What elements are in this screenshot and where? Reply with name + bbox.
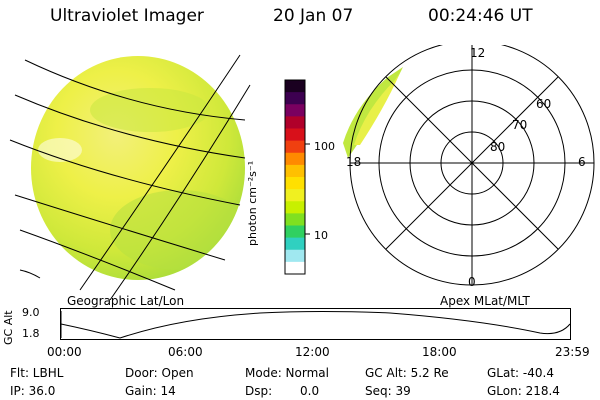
colorbar-band <box>285 177 305 190</box>
geographic-label: Geographic Lat/Lon <box>67 294 185 308</box>
status-ip: IP: 36.0 <box>10 384 56 398</box>
instrument-title: Ultraviolet Imager <box>50 6 204 26</box>
mlt-label-6: 6 <box>578 155 586 169</box>
colorbar-tick-100: 100 <box>314 140 335 153</box>
colorbar-tick-10: 10 <box>314 229 328 242</box>
status-seq: Seq: 39 <box>365 384 411 398</box>
timeline-ylabel: GC Alt <box>2 310 15 345</box>
mlat-label-80: 80 <box>490 140 506 154</box>
colorbar-band <box>285 116 305 129</box>
status-mode: Mode: Normal <box>245 366 329 380</box>
status-door: Door: Open <box>125 366 194 380</box>
mlt-label-12: 12 <box>470 46 486 60</box>
colorbar-band <box>285 249 305 263</box>
polar-plot <box>343 45 595 286</box>
timeline-xtick-2: 12:00 <box>295 345 330 359</box>
timeline-xtick-4: 23:59 <box>555 345 590 359</box>
timeline-plot <box>60 308 571 340</box>
status-glon: GLon: 218.4 <box>487 384 560 398</box>
mlt-label-0: 0 <box>468 275 476 289</box>
status-dsp-label: Dsp: <box>245 384 273 398</box>
mlat-label-60: 60 <box>536 97 552 111</box>
geographic-image <box>9 54 251 300</box>
colorbar <box>284 79 310 275</box>
colorbar-band <box>285 213 305 226</box>
colorbar-band <box>285 225 305 239</box>
status-glat: GLat: -40.4 <box>487 366 554 380</box>
timeline-ytick-low: 1.8 <box>22 327 40 340</box>
apex-label: Apex MLat/MLT <box>440 294 530 308</box>
status-dsp-value: 0.0 <box>300 384 320 398</box>
status-filter: Flt: LBHL <box>10 366 64 380</box>
colorbar-band <box>285 261 305 275</box>
mlat-label-70: 70 <box>512 118 528 132</box>
colorbar-band <box>285 201 305 214</box>
observation-date: 20 Jan 07 <box>273 6 354 26</box>
timeline-xtick-3: 18:00 <box>422 345 457 359</box>
colorbar-band <box>285 152 305 166</box>
mlt-label-18: 18 <box>346 155 362 169</box>
timeline-ytick-high: 9.0 <box>22 306 40 319</box>
polar-grid <box>349 45 595 286</box>
colorbar-band <box>285 189 305 202</box>
colorbar-band <box>285 237 305 251</box>
colorbar-band <box>285 80 305 93</box>
colorbar-band <box>285 92 305 105</box>
colorbar-band <box>285 104 305 117</box>
colorbar-band <box>285 128 305 142</box>
altitude-trace <box>60 311 571 339</box>
status-gain: Gain: 14 <box>125 384 176 398</box>
colorbar-band <box>285 164 305 178</box>
colorbar-band <box>285 140 305 154</box>
latlon-grid <box>9 54 251 300</box>
observation-time: 00:24:46 UT <box>428 6 533 26</box>
timeline-xtick-0: 00:00 <box>47 345 82 359</box>
colorbar-unit: photon cm⁻²s⁻¹ <box>246 160 259 246</box>
timeline-xtick-1: 06:00 <box>168 345 203 359</box>
status-gc-alt: GC Alt: 5.2 Re <box>365 366 449 380</box>
